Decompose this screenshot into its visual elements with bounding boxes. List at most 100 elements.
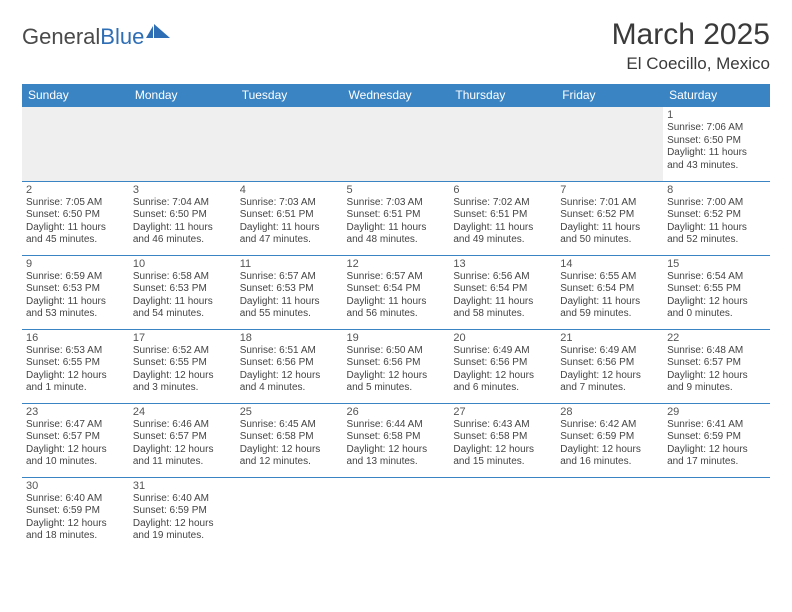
daylight-text: Daylight: 11 hours and 46 minutes. <box>133 222 232 247</box>
day-number: 19 <box>347 332 446 344</box>
calendar-day-cell: 29Sunrise: 6:41 AMSunset: 6:59 PMDayligh… <box>663 403 770 477</box>
daylight-text: Daylight: 12 hours and 11 minutes. <box>133 444 232 469</box>
day-info: Sunrise: 6:40 AMSunset: 6:59 PMDaylight:… <box>133 493 232 543</box>
sunset-text: Sunset: 6:57 PM <box>26 431 125 444</box>
day-number: 6 <box>453 184 552 196</box>
day-number: 30 <box>26 480 125 492</box>
daylight-text: Daylight: 11 hours and 47 minutes. <box>240 222 339 247</box>
day-number: 21 <box>560 332 659 344</box>
sunrise-text: Sunrise: 6:56 AM <box>453 271 552 284</box>
calendar-week-row: 2Sunrise: 7:05 AMSunset: 6:50 PMDaylight… <box>22 181 770 255</box>
day-number: 29 <box>667 406 766 418</box>
calendar-day-cell: 27Sunrise: 6:43 AMSunset: 6:58 PMDayligh… <box>449 403 556 477</box>
calendar-day-cell: 26Sunrise: 6:44 AMSunset: 6:58 PMDayligh… <box>343 403 450 477</box>
daylight-text: Daylight: 12 hours and 12 minutes. <box>240 444 339 469</box>
day-number: 10 <box>133 258 232 270</box>
day-info: Sunrise: 6:41 AMSunset: 6:59 PMDaylight:… <box>667 419 766 469</box>
day-info: Sunrise: 6:56 AMSunset: 6:54 PMDaylight:… <box>453 271 552 321</box>
calendar-week-row: 9Sunrise: 6:59 AMSunset: 6:53 PMDaylight… <box>22 255 770 329</box>
daylight-text: Daylight: 12 hours and 19 minutes. <box>133 518 232 543</box>
day-info: Sunrise: 6:47 AMSunset: 6:57 PMDaylight:… <box>26 419 125 469</box>
sunrise-text: Sunrise: 6:49 AM <box>560 345 659 358</box>
sunset-text: Sunset: 6:54 PM <box>347 283 446 296</box>
sunrise-text: Sunrise: 6:48 AM <box>667 345 766 358</box>
calendar-day-cell: 18Sunrise: 6:51 AMSunset: 6:56 PMDayligh… <box>236 329 343 403</box>
sunrise-text: Sunrise: 6:58 AM <box>133 271 232 284</box>
calendar-day-cell <box>663 477 770 551</box>
calendar-day-cell <box>236 107 343 181</box>
day-number: 13 <box>453 258 552 270</box>
sunrise-text: Sunrise: 6:43 AM <box>453 419 552 432</box>
calendar-day-cell: 11Sunrise: 6:57 AMSunset: 6:53 PMDayligh… <box>236 255 343 329</box>
sunrise-text: Sunrise: 6:57 AM <box>240 271 339 284</box>
calendar-day-cell: 25Sunrise: 6:45 AMSunset: 6:58 PMDayligh… <box>236 403 343 477</box>
daylight-text: Daylight: 12 hours and 16 minutes. <box>560 444 659 469</box>
daylight-text: Daylight: 12 hours and 4 minutes. <box>240 370 339 395</box>
calendar-day-cell: 2Sunrise: 7:05 AMSunset: 6:50 PMDaylight… <box>22 181 129 255</box>
sunset-text: Sunset: 6:54 PM <box>560 283 659 296</box>
day-info: Sunrise: 6:50 AMSunset: 6:56 PMDaylight:… <box>347 345 446 395</box>
calendar-day-cell <box>236 477 343 551</box>
sunset-text: Sunset: 6:55 PM <box>667 283 766 296</box>
sunrise-text: Sunrise: 6:59 AM <box>26 271 125 284</box>
sunrise-text: Sunrise: 6:53 AM <box>26 345 125 358</box>
day-info: Sunrise: 7:00 AMSunset: 6:52 PMDaylight:… <box>667 197 766 247</box>
day-info: Sunrise: 7:03 AMSunset: 6:51 PMDaylight:… <box>240 197 339 247</box>
daylight-text: Daylight: 11 hours and 53 minutes. <box>26 296 125 321</box>
sunset-text: Sunset: 6:56 PM <box>347 357 446 370</box>
month-title: March 2025 <box>612 18 770 52</box>
page-header: GeneralBlue March 2025 El Coecillo, Mexi… <box>22 18 770 74</box>
sunset-text: Sunset: 6:58 PM <box>453 431 552 444</box>
daylight-text: Daylight: 12 hours and 13 minutes. <box>347 444 446 469</box>
day-number: 4 <box>240 184 339 196</box>
sunrise-text: Sunrise: 6:57 AM <box>347 271 446 284</box>
sunrise-text: Sunrise: 6:41 AM <box>667 419 766 432</box>
weekday-header: Friday <box>556 84 663 107</box>
sunset-text: Sunset: 6:50 PM <box>667 135 766 148</box>
sunset-text: Sunset: 6:59 PM <box>560 431 659 444</box>
day-number: 2 <box>26 184 125 196</box>
sunrise-text: Sunrise: 6:54 AM <box>667 271 766 284</box>
day-info: Sunrise: 6:55 AMSunset: 6:54 PMDaylight:… <box>560 271 659 321</box>
sunrise-text: Sunrise: 7:06 AM <box>667 122 766 135</box>
day-number: 7 <box>560 184 659 196</box>
day-number: 23 <box>26 406 125 418</box>
sunrise-text: Sunrise: 7:04 AM <box>133 197 232 210</box>
calendar-day-cell <box>129 107 236 181</box>
day-info: Sunrise: 6:45 AMSunset: 6:58 PMDaylight:… <box>240 419 339 469</box>
day-info: Sunrise: 6:57 AMSunset: 6:53 PMDaylight:… <box>240 271 339 321</box>
brand-logo: GeneralBlue <box>22 24 172 50</box>
sunset-text: Sunset: 6:53 PM <box>240 283 339 296</box>
calendar-page: GeneralBlue March 2025 El Coecillo, Mexi… <box>0 0 792 561</box>
day-number: 8 <box>667 184 766 196</box>
calendar-day-cell: 20Sunrise: 6:49 AMSunset: 6:56 PMDayligh… <box>449 329 556 403</box>
sunrise-text: Sunrise: 7:02 AM <box>453 197 552 210</box>
daylight-text: Daylight: 12 hours and 17 minutes. <box>667 444 766 469</box>
calendar-day-cell: 22Sunrise: 6:48 AMSunset: 6:57 PMDayligh… <box>663 329 770 403</box>
title-block: March 2025 El Coecillo, Mexico <box>612 18 770 74</box>
day-info: Sunrise: 6:54 AMSunset: 6:55 PMDaylight:… <box>667 271 766 321</box>
calendar-day-cell <box>556 107 663 181</box>
calendar-day-cell: 16Sunrise: 6:53 AMSunset: 6:55 PMDayligh… <box>22 329 129 403</box>
day-number: 15 <box>667 258 766 270</box>
sunset-text: Sunset: 6:58 PM <box>347 431 446 444</box>
sunset-text: Sunset: 6:50 PM <box>26 209 125 222</box>
calendar-day-cell <box>22 107 129 181</box>
day-info: Sunrise: 6:49 AMSunset: 6:56 PMDaylight:… <box>453 345 552 395</box>
day-info: Sunrise: 7:05 AMSunset: 6:50 PMDaylight:… <box>26 197 125 247</box>
sunrise-text: Sunrise: 6:51 AM <box>240 345 339 358</box>
sunset-text: Sunset: 6:51 PM <box>347 209 446 222</box>
calendar-day-cell: 21Sunrise: 6:49 AMSunset: 6:56 PMDayligh… <box>556 329 663 403</box>
day-info: Sunrise: 6:40 AMSunset: 6:59 PMDaylight:… <box>26 493 125 543</box>
sunset-text: Sunset: 6:57 PM <box>667 357 766 370</box>
sunrise-text: Sunrise: 7:03 AM <box>347 197 446 210</box>
daylight-text: Daylight: 12 hours and 5 minutes. <box>347 370 446 395</box>
sunset-text: Sunset: 6:51 PM <box>240 209 339 222</box>
calendar-table: Sunday Monday Tuesday Wednesday Thursday… <box>22 84 770 551</box>
brand-part1: General <box>22 24 100 50</box>
calendar-day-cell: 14Sunrise: 6:55 AMSunset: 6:54 PMDayligh… <box>556 255 663 329</box>
day-number: 14 <box>560 258 659 270</box>
sunset-text: Sunset: 6:53 PM <box>133 283 232 296</box>
day-number: 26 <box>347 406 446 418</box>
sunset-text: Sunset: 6:50 PM <box>133 209 232 222</box>
